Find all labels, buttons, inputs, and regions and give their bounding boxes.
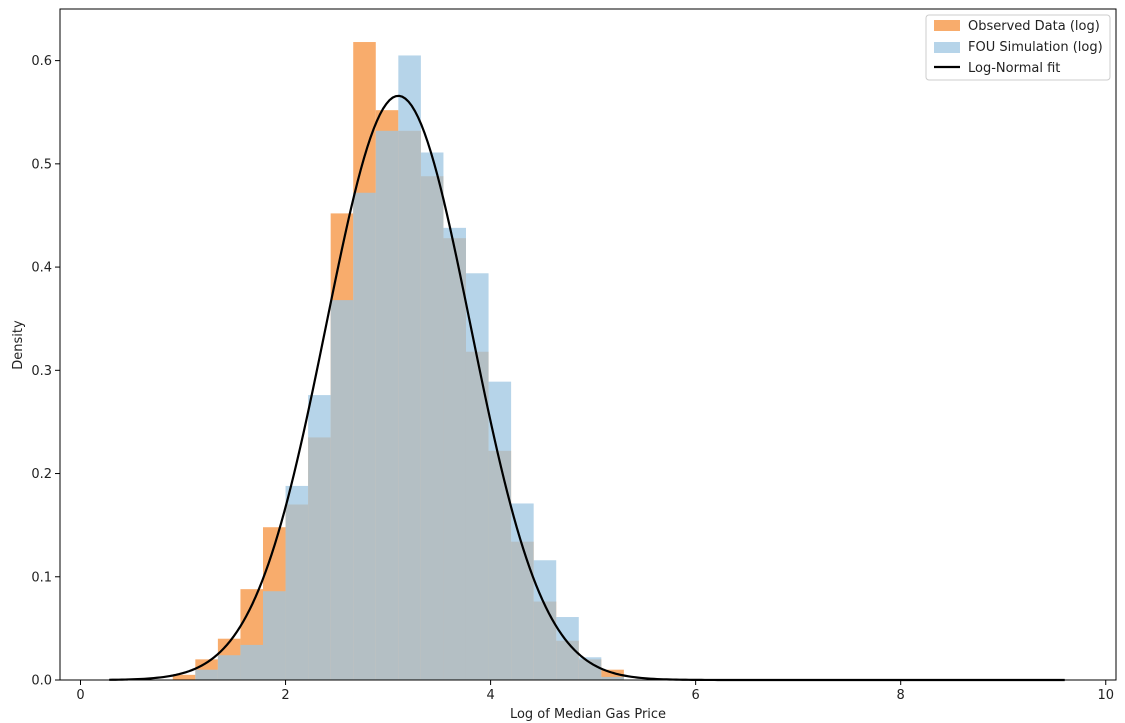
fou-bar xyxy=(511,503,534,680)
y-tick-label: 0.5 xyxy=(31,157,52,172)
fou-bar xyxy=(420,152,444,680)
y-axis-ticks: 0.0 0.1 0.2 0.3 0.4 0.5 0.6 xyxy=(31,54,60,689)
fou-bars xyxy=(195,55,624,680)
fou-bar xyxy=(308,395,331,680)
fou-bar xyxy=(195,669,218,680)
fou-bar xyxy=(217,655,241,680)
x-tick-label: 4 xyxy=(486,688,494,703)
plot-frame xyxy=(59,8,1117,681)
fou-bar xyxy=(578,657,602,680)
fou-bar xyxy=(330,300,354,680)
x-tick-label: 8 xyxy=(897,688,905,703)
x-tick-label: 0 xyxy=(76,688,84,703)
fou-bar xyxy=(443,227,466,680)
legend-label-fou: FOU Simulation (log) xyxy=(968,40,1103,55)
y-tick-label: 0.2 xyxy=(31,467,52,482)
fou-bar xyxy=(262,591,286,680)
observed-bar xyxy=(601,669,624,680)
fou-bar xyxy=(601,676,624,680)
legend-box xyxy=(925,14,1111,81)
fou-bar xyxy=(465,273,489,680)
y-axis-label: Density xyxy=(11,320,26,370)
y-tick-label: 0.1 xyxy=(31,570,52,585)
legend-swatch-fou xyxy=(934,42,960,53)
fou-bar xyxy=(375,130,399,680)
fou-bar xyxy=(556,617,579,680)
x-tick-label: 6 xyxy=(692,688,700,703)
x-axis-ticks: 0 2 4 6 8 10 xyxy=(76,680,1114,703)
y-tick-label: 0.3 xyxy=(31,364,52,379)
x-tick-label: 2 xyxy=(281,688,289,703)
y-tick-label: 0.0 xyxy=(31,674,52,689)
legend-label-observed: Observed Data (log) xyxy=(968,19,1100,34)
legend: Observed Data (log) FOU Simulation (log)… xyxy=(925,14,1111,81)
fou-bar xyxy=(353,192,376,680)
y-tick-label: 0.6 xyxy=(31,54,52,69)
fou-bar xyxy=(398,55,421,680)
fou-bar xyxy=(240,644,263,680)
fou-bar xyxy=(285,485,309,680)
legend-swatch-observed xyxy=(934,20,960,31)
legend-label-fit: Log-Normal fit xyxy=(968,61,1060,76)
x-tick-label: 10 xyxy=(1097,688,1114,703)
x-axis-label: Log of Median Gas Price xyxy=(510,707,666,722)
observed-bar xyxy=(172,674,196,680)
fou-bar xyxy=(488,381,512,680)
y-tick-label: 0.4 xyxy=(31,261,52,276)
